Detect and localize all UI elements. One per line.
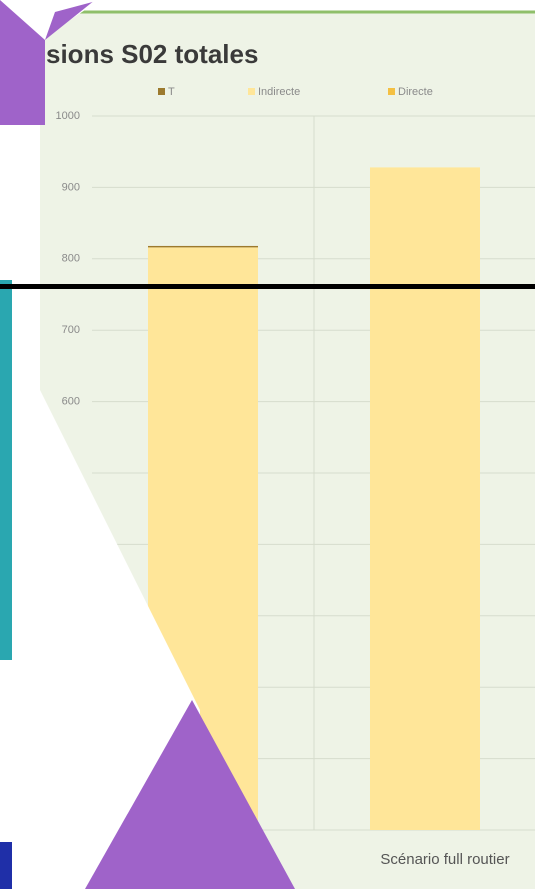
legend-label: Indirecte	[258, 86, 300, 98]
y-tick-label: 1000	[56, 110, 80, 122]
chart-title: sions S02 totales	[46, 39, 258, 69]
x-tick-label: Scénario full routier	[380, 851, 509, 868]
blue-bar	[0, 842, 12, 889]
purple-triangle	[85, 700, 295, 889]
legend-swatch	[158, 88, 165, 95]
y-tick-label: 700	[62, 324, 80, 336]
legend-swatch	[248, 88, 255, 95]
white-corner-2	[0, 0, 100, 40]
white-triangle	[0, 390, 200, 889]
y-tick-label: 800	[62, 253, 80, 265]
legend-swatch	[388, 88, 395, 95]
bar-segment	[148, 245, 258, 248]
legend-label: Directe	[398, 86, 433, 98]
y-tick-label: 600	[62, 396, 80, 408]
bar-segment	[370, 167, 480, 830]
plot: 01002003004005006007008009001000TIndirec…	[56, 86, 535, 868]
black-line	[0, 284, 535, 289]
y-tick-label: 900	[62, 181, 80, 193]
purple-shape	[0, 0, 95, 125]
teal-bar	[0, 280, 12, 660]
legend-label: T	[168, 86, 175, 98]
